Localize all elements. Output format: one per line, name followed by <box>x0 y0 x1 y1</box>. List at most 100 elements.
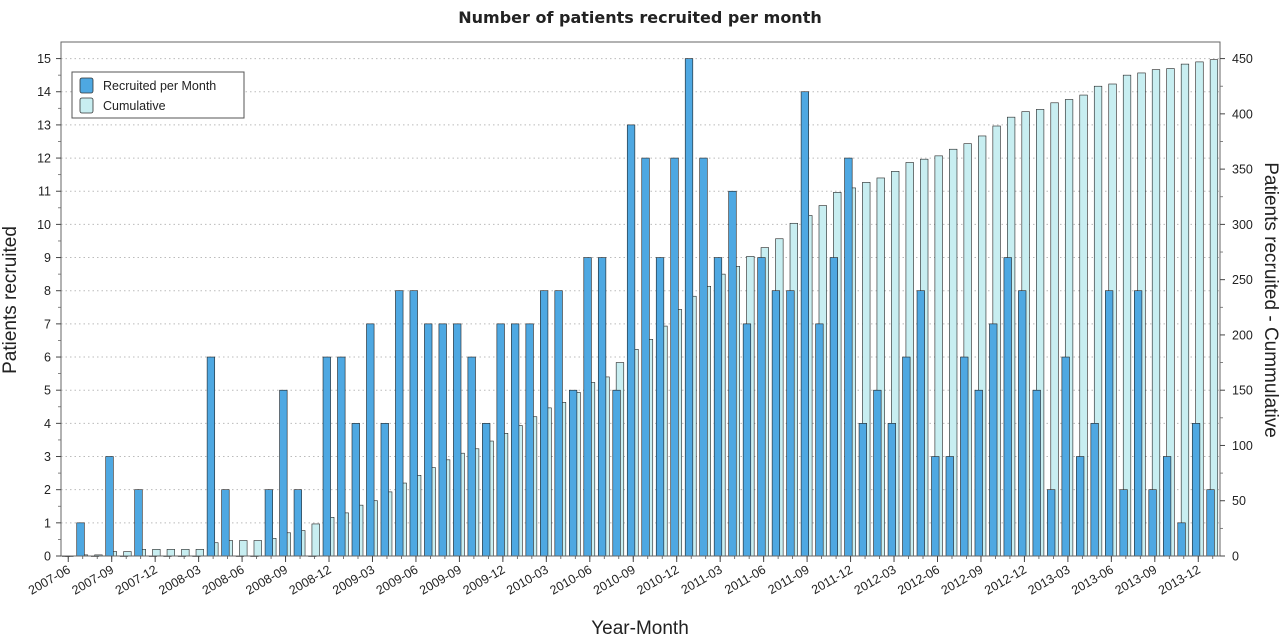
monthly-bar <box>1105 290 1114 557</box>
left-y-tick-label: 5 <box>44 384 51 398</box>
monthly-bar <box>626 124 636 557</box>
cumulative-bar <box>166 549 175 557</box>
legend-swatch-cumulative <box>79 97 94 114</box>
monthly-bar <box>771 290 781 557</box>
monthly-bar <box>1148 489 1157 557</box>
cumulative-bar <box>253 540 262 557</box>
legend-box <box>71 71 245 119</box>
cumulative-bar <box>195 549 204 557</box>
right-y-axis-title: Patients recruited - Cummulative <box>1260 162 1280 438</box>
x-tick-label: 2010-06 <box>548 562 595 597</box>
monthly-bar <box>264 489 273 557</box>
left-y-tick-label: 1 <box>44 516 51 530</box>
right-y-tick-label: 250 <box>1232 273 1253 287</box>
monthly-bar <box>366 323 375 557</box>
monthly-bar <box>989 323 998 557</box>
x-tick-label: 2010-09 <box>591 562 638 597</box>
monthly-bar <box>844 157 853 557</box>
right-y-tick-label: 200 <box>1232 328 1253 342</box>
monthly-bar <box>1090 423 1099 557</box>
x-tick-label: 2011-03 <box>679 562 725 597</box>
right-y-tick-label: 450 <box>1232 52 1253 66</box>
monthly-bar <box>279 389 288 557</box>
monthly-bar <box>1119 489 1128 557</box>
x-tick-label: 2011-06 <box>722 562 768 597</box>
monthly-bar <box>1206 489 1215 557</box>
x-tick-label: 2009-09 <box>417 562 464 597</box>
left-y-tick-label: 4 <box>44 417 51 431</box>
right-y-tick-label: 100 <box>1232 439 1253 453</box>
monthly-bar <box>873 389 882 557</box>
x-tick-label: 2013-09 <box>1113 562 1160 597</box>
grid-lines <box>61 58 1220 524</box>
x-tick-label: 2013-03 <box>1026 562 1073 597</box>
x-tick-label: 2008-12 <box>287 562 334 597</box>
monthly-bar <box>1134 290 1143 557</box>
cumulative-bar <box>239 540 248 557</box>
monthly-bar <box>800 91 810 557</box>
monthly-bar <box>569 389 578 557</box>
cumulative-bar <box>1151 69 1161 557</box>
x-tick-label: 2009-03 <box>330 562 377 597</box>
monthly-bar <box>742 323 752 557</box>
monthly-bar <box>974 389 983 557</box>
monthly-bar <box>684 58 694 557</box>
cumulative-bar <box>1050 102 1059 557</box>
left-y-tick-label: 2 <box>44 483 51 497</box>
monthly-bar <box>351 423 360 557</box>
left-y-tick-label: 6 <box>44 351 51 365</box>
monthly-bar <box>293 489 302 557</box>
legend: Recruited per Month Cumulative <box>71 71 245 119</box>
left-y-tick-label: 15 <box>37 52 51 66</box>
monthly-bar <box>525 323 534 557</box>
legend-swatch-monthly <box>79 77 94 94</box>
monthly-bar <box>1177 522 1186 557</box>
x-tick-label: 2008-06 <box>200 562 247 597</box>
left-y-tick-label: 10 <box>37 218 51 232</box>
cumulative-bar <box>1122 74 1132 557</box>
monthly-bar <box>206 356 216 557</box>
monthly-bar <box>409 290 418 557</box>
left-y-tick-label: 12 <box>37 152 51 166</box>
legend-label-monthly: Recruited per Month <box>103 79 216 93</box>
x-tick-label: 2012-06 <box>895 562 942 597</box>
x-tick-label: 2009-12 <box>461 562 508 597</box>
x-tick-label: 2013-06 <box>1069 562 1116 597</box>
monthly-bar <box>1162 456 1172 557</box>
x-tick-label: 2007-12 <box>113 562 160 597</box>
monthly-bar <box>757 257 766 557</box>
monthly-bar <box>713 257 723 557</box>
cumulative-bar <box>123 551 132 557</box>
monthly-bar <box>945 456 954 557</box>
monthly-bar <box>511 323 520 557</box>
left-y-tick-label: 11 <box>38 185 51 199</box>
monthly-bar <box>655 257 665 557</box>
chart-title: Number of patients recruited per month <box>458 8 821 27</box>
cumulative-bar <box>1209 59 1219 557</box>
right-y-tick-label: 150 <box>1232 384 1253 398</box>
monthly-bar <box>438 323 447 557</box>
monthly-bar <box>540 290 549 557</box>
right-y-tick-label: 50 <box>1232 494 1246 508</box>
x-axis: 2007-062007-092007-122008-032008-062008-… <box>26 556 1214 598</box>
monthly-bar <box>380 423 389 557</box>
monthly-bar <box>76 522 85 557</box>
right-y-tick-label: 0 <box>1232 550 1239 564</box>
monthly-bar <box>931 456 940 557</box>
plot-frame <box>60 41 1221 557</box>
monthly-bar <box>105 456 114 557</box>
monthly-bar <box>583 257 592 557</box>
monthly-bar <box>887 423 896 557</box>
legend-label-cumulative: Cumulative <box>103 99 166 113</box>
monthly-bar <box>960 356 969 557</box>
x-axis-title: Year-Month <box>591 618 689 636</box>
left-y-tick-label: 7 <box>44 317 51 331</box>
cumulative-bar <box>311 523 320 557</box>
monthly-bar <box>1076 456 1085 557</box>
cumulative-bar <box>1180 63 1190 557</box>
left-y-tick-label: 8 <box>44 284 51 298</box>
x-tick-label: 2010-12 <box>634 562 681 597</box>
left-y-tick-label: 14 <box>37 85 51 99</box>
monthly-bar <box>786 290 795 557</box>
